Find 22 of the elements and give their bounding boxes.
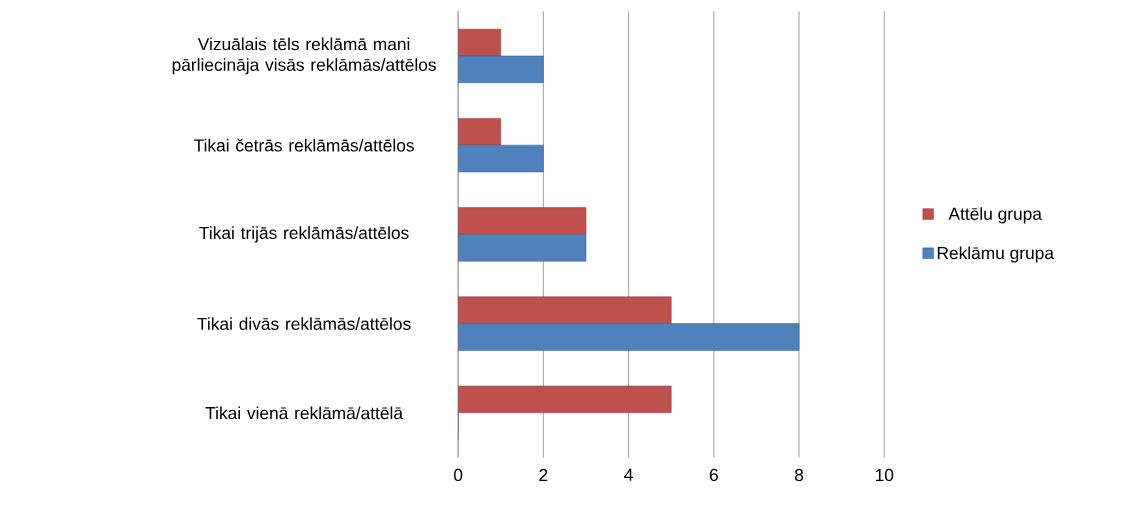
y-tick-label: Tikai trijās reklāmās/attēlos	[199, 226, 409, 243]
legend-label: Reklāmu grupa	[937, 246, 1054, 263]
x-tick-label: 4	[624, 468, 633, 481]
y-tick-label: Vizuālais tēls reklāmā mani pārliecināja visās reklāmās/attēlos	[172, 37, 436, 75]
x-tick-label: 0	[453, 468, 463, 481]
x-tick-label: 2	[539, 468, 548, 481]
y-tick-label: Tikai vienā reklāmā/attēlā	[205, 406, 403, 419]
bar	[458, 323, 800, 351]
bar	[458, 28, 502, 56]
x-tick-label: 10	[875, 468, 894, 481]
x-tick-label: 8	[794, 468, 804, 481]
y-tick-label: Tikai četrās reklāmās/attēlos	[194, 138, 414, 152]
bar	[458, 233, 587, 262]
legend-label: Attēlu grupa	[948, 206, 1042, 224]
bar	[458, 144, 544, 172]
bar	[458, 55, 544, 83]
y-tick-label: Tikai divās reklāmās/attēlos	[197, 317, 411, 330]
bar	[458, 296, 672, 324]
x-tick-label: 6	[709, 468, 718, 481]
bar	[458, 207, 587, 235]
bar	[458, 385, 672, 413]
bar	[458, 117, 502, 146]
